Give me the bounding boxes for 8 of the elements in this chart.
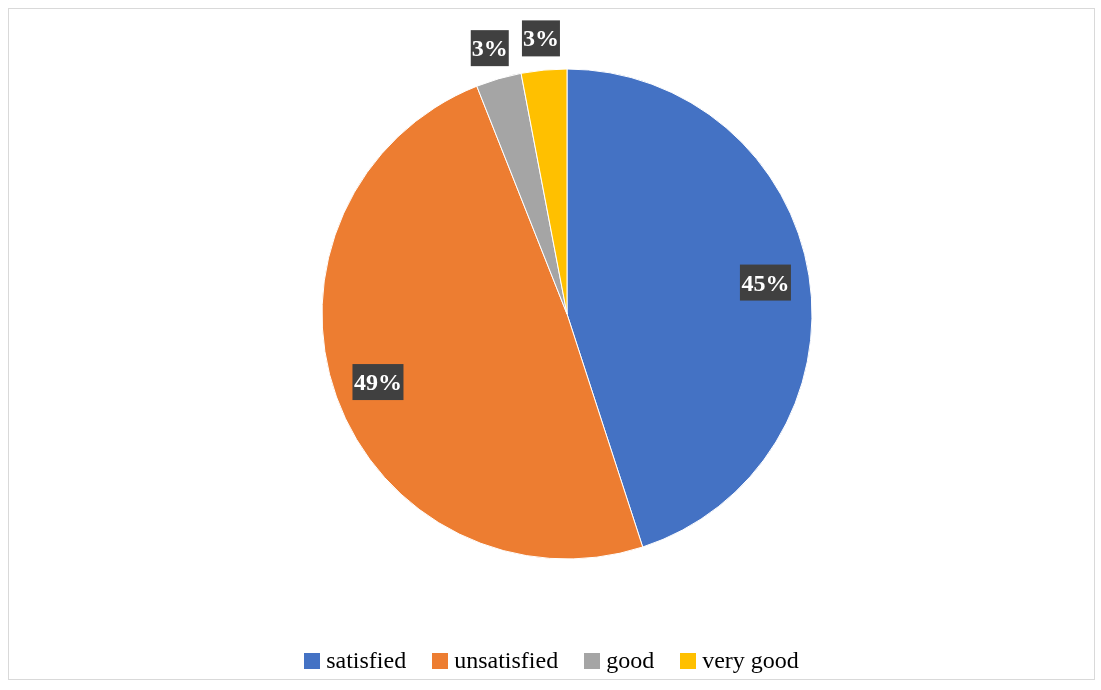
legend-label: satisfied bbox=[326, 647, 407, 674]
legend-label: unsatisfied bbox=[454, 647, 559, 674]
data-label: 49% bbox=[353, 369, 402, 396]
legend-label: very good bbox=[702, 647, 799, 674]
data-label: 45% bbox=[741, 269, 790, 296]
data-label: 3% bbox=[522, 25, 559, 52]
legend-label: good bbox=[606, 647, 655, 674]
data-label: 3% bbox=[471, 35, 508, 62]
